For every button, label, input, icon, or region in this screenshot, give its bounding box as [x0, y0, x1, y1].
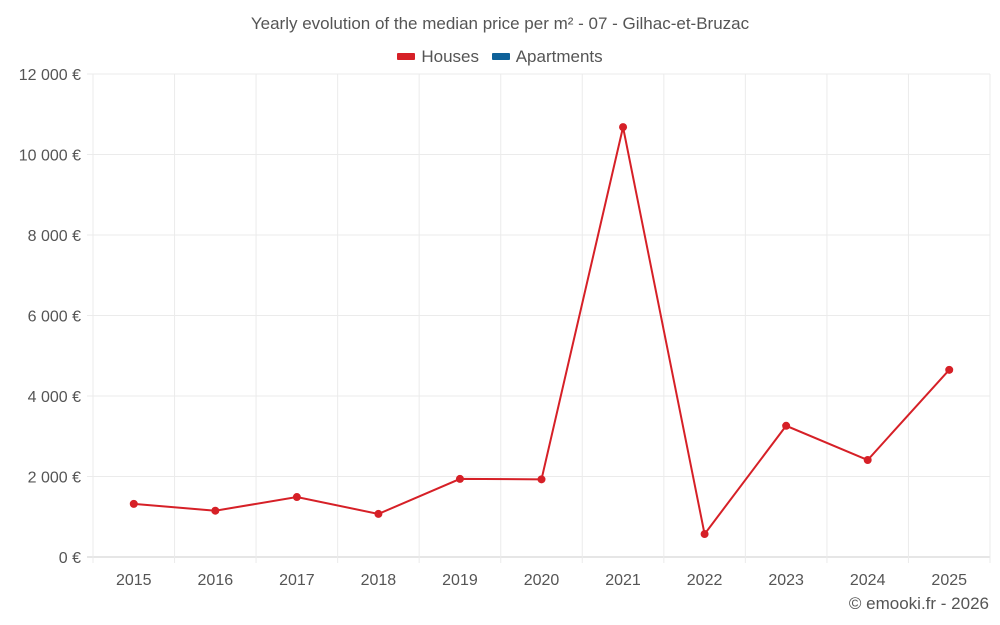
x-tick-label: 2016 — [198, 572, 234, 589]
data-point — [700, 530, 709, 539]
data-point — [619, 123, 628, 132]
legend-label-houses: Houses — [421, 46, 479, 66]
x-tick-label: 2015 — [116, 572, 152, 589]
x-tick-label: 2021 — [605, 572, 641, 589]
x-tick-label: 2023 — [768, 572, 804, 589]
y-tick-label: 10 000 € — [19, 148, 81, 165]
chart-title: Yearly evolution of the median price per… — [250, 14, 750, 33]
x-tick-label: 2020 — [524, 572, 560, 589]
legend-label-apartments: Apartments — [515, 46, 603, 66]
data-point — [211, 506, 220, 515]
legend-item-houses[interactable]: Houses — [397, 47, 479, 67]
y-tick-label: 0 € — [59, 550, 81, 567]
x-tick-label: 2017 — [279, 572, 315, 589]
x-tick-label: 2022 — [687, 572, 723, 589]
legend-swatch-houses — [397, 53, 416, 60]
y-tick-label: 8 000 € — [28, 228, 81, 245]
credit: © emooki.fr - 2026 — [848, 594, 989, 613]
data-point — [537, 475, 546, 484]
y-tick-label: 6 000 € — [28, 309, 81, 326]
x-tick-label: 2019 — [442, 572, 478, 589]
data-point — [945, 365, 954, 374]
legend-swatch-apartments — [491, 53, 510, 60]
y-tick-label: 4 000 € — [28, 389, 81, 406]
data-point — [782, 421, 791, 430]
data-point — [455, 474, 464, 483]
data-point — [863, 455, 872, 464]
legend-item-apartments[interactable]: Apartments — [491, 46, 603, 67]
x-tick-label: 2025 — [931, 572, 967, 589]
data-point — [374, 509, 383, 518]
data-point — [129, 499, 138, 508]
y-tick-label: 12 000 € — [19, 67, 81, 84]
x-tick-label: 2024 — [850, 572, 886, 589]
y-tick-label: 2 000 € — [28, 470, 81, 487]
data-point — [292, 493, 301, 502]
legend: Houses Apartments — [0, 45, 1000, 67]
x-tick-label: 2018 — [361, 572, 397, 589]
